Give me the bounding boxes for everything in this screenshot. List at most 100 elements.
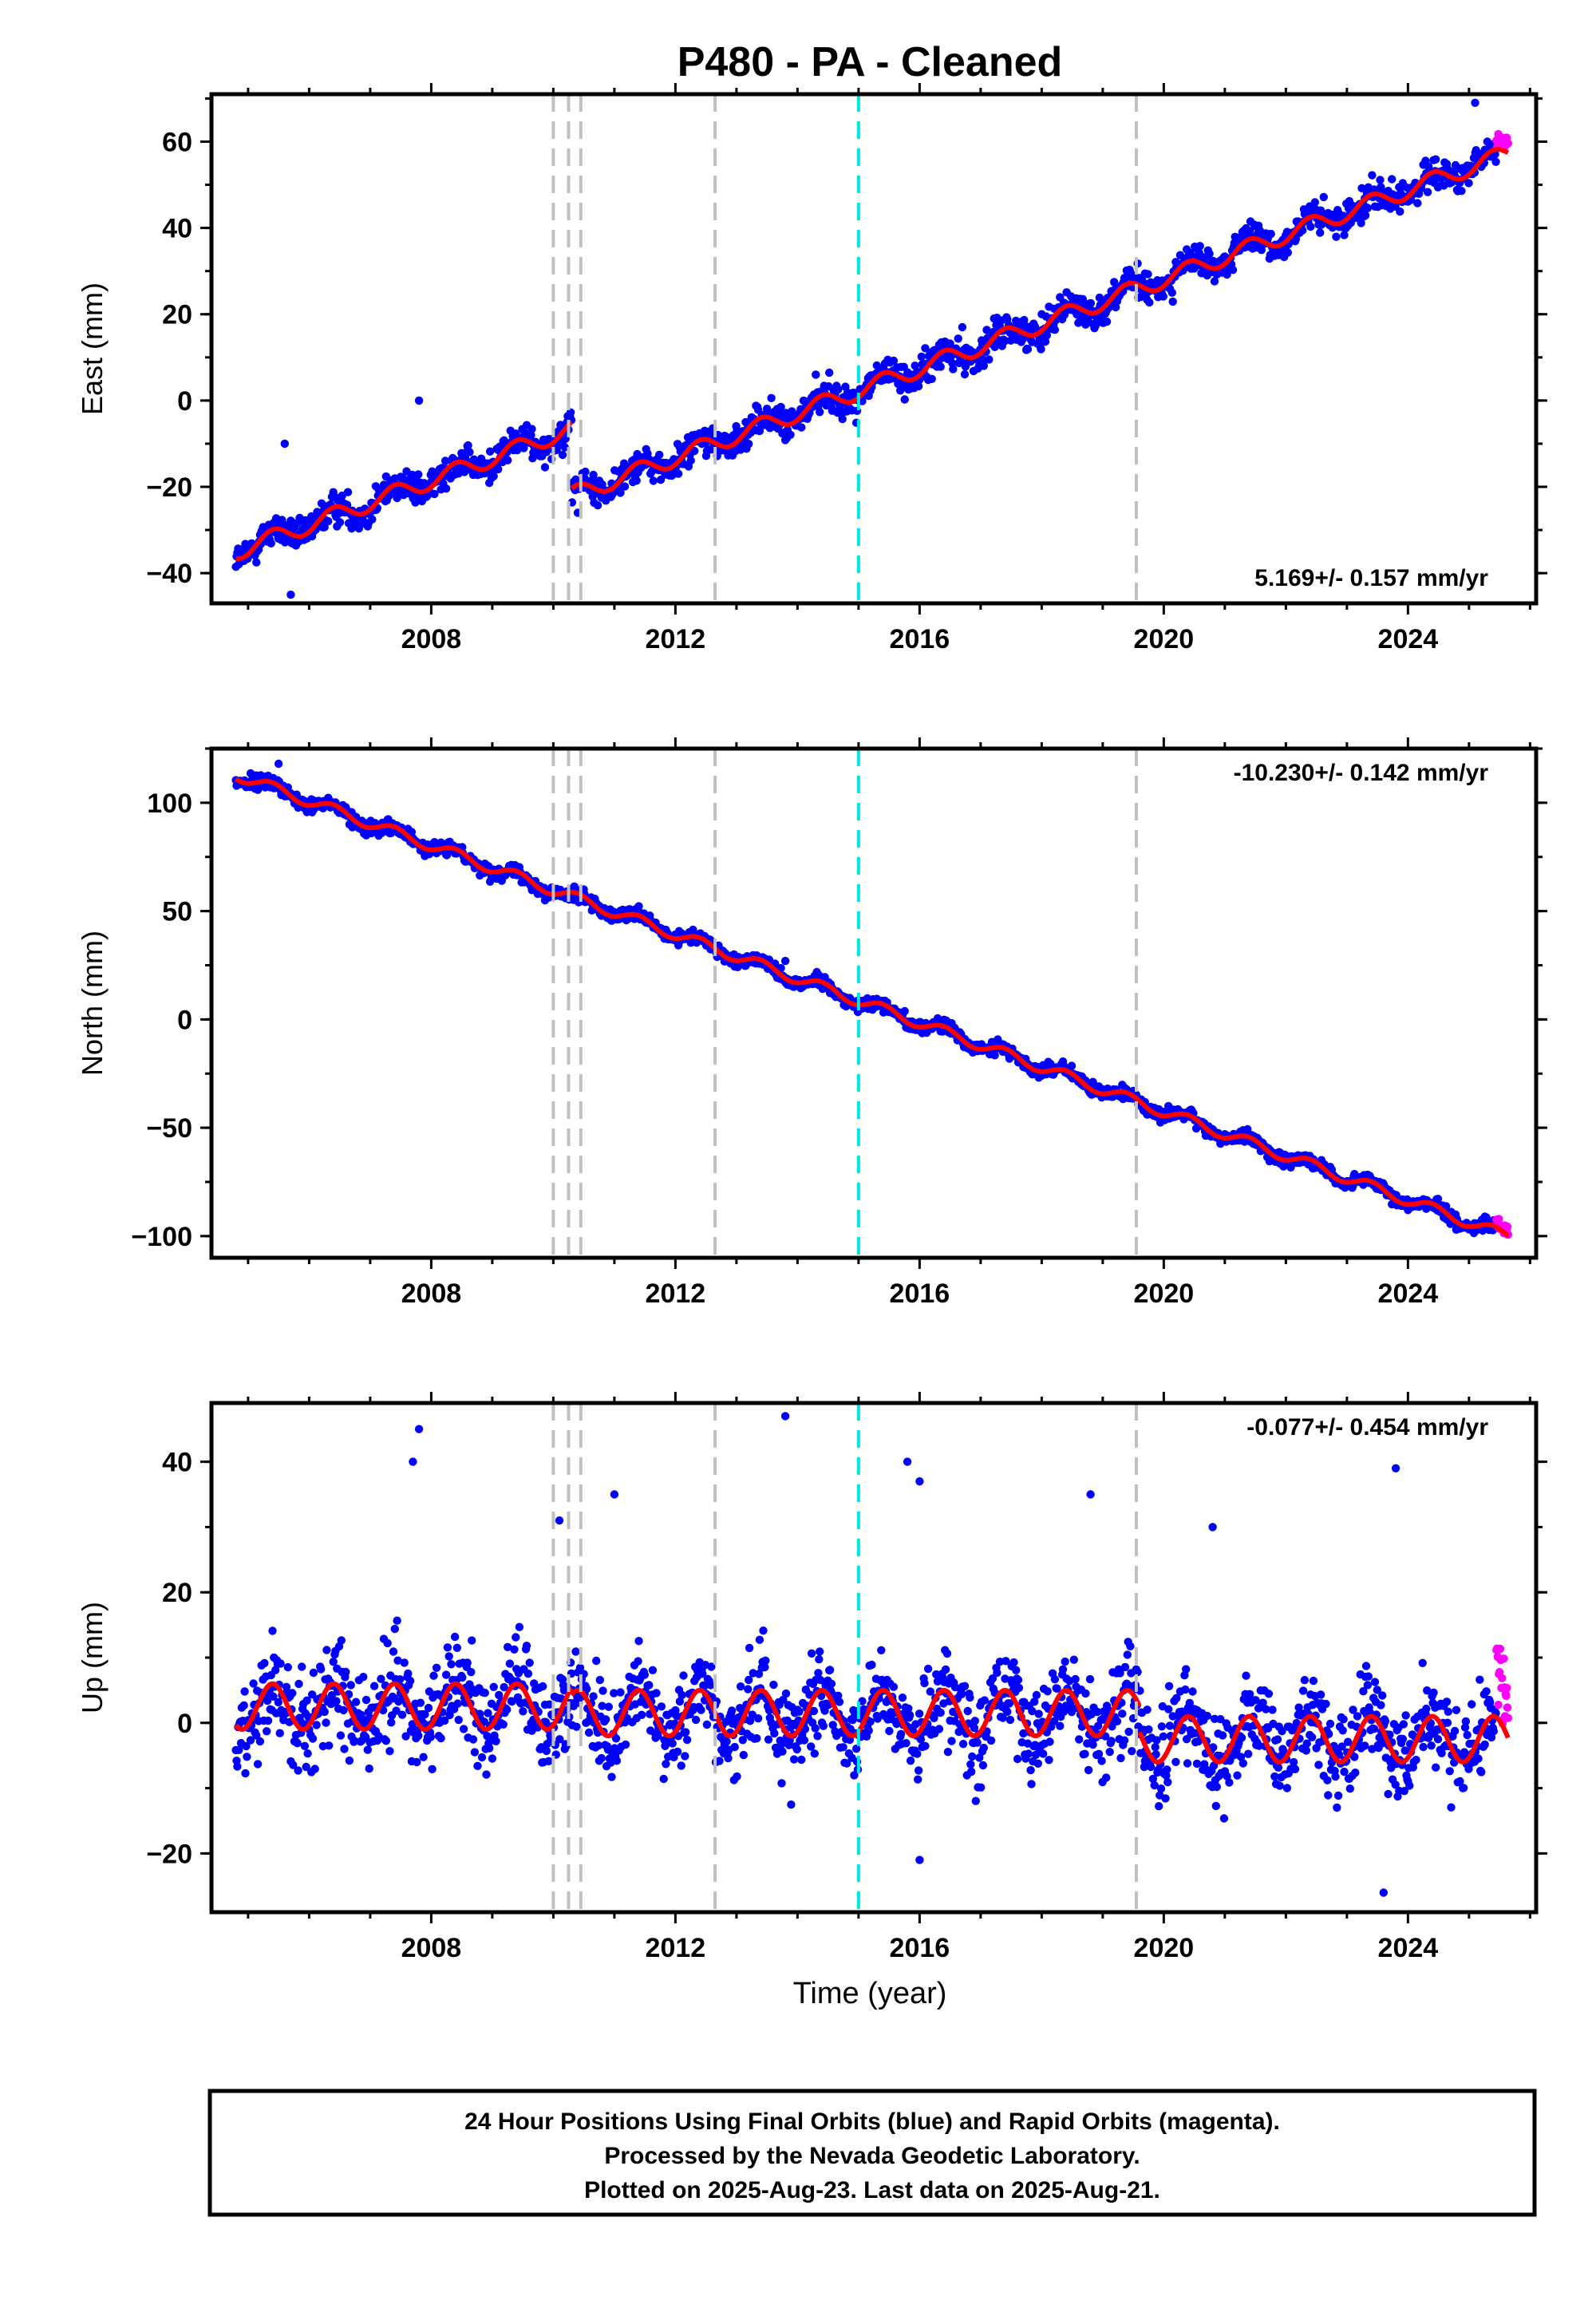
data-point <box>512 445 522 455</box>
data-point <box>745 1643 754 1653</box>
data-point <box>442 851 452 860</box>
data-point <box>405 1677 415 1686</box>
data-point <box>815 1655 824 1664</box>
data-point <box>322 1646 331 1654</box>
data-point <box>480 1689 489 1697</box>
data-point <box>340 1745 349 1753</box>
data-point <box>764 1735 773 1744</box>
data-point <box>484 1709 492 1717</box>
data-point <box>571 1647 580 1656</box>
data-point <box>762 405 772 413</box>
data-point <box>416 1698 425 1707</box>
data-point <box>949 365 958 373</box>
data-point <box>800 1725 810 1733</box>
data-point <box>652 1689 661 1697</box>
data-point <box>1491 157 1500 166</box>
data-point <box>558 450 567 460</box>
data-point <box>233 1762 242 1771</box>
data-point <box>777 1779 786 1788</box>
data-point <box>797 1755 806 1765</box>
data-point <box>441 484 451 493</box>
data-point <box>339 1705 348 1715</box>
data-point <box>249 1679 258 1688</box>
data-point <box>241 1769 250 1778</box>
data-point <box>1357 219 1365 227</box>
data-point <box>675 1697 685 1706</box>
data-point <box>681 1728 690 1737</box>
data-point <box>733 1772 741 1781</box>
data-point <box>807 1742 816 1751</box>
rapid-point <box>1503 139 1513 148</box>
data-point <box>755 1635 764 1644</box>
data-point <box>916 1735 926 1744</box>
x-tick-label: 2024 <box>1378 1279 1439 1309</box>
data-point <box>781 1689 791 1698</box>
data-point <box>686 456 695 465</box>
data-point <box>1432 155 1440 164</box>
data-point <box>967 1767 976 1777</box>
data-point <box>1045 1737 1054 1746</box>
data-point <box>770 1729 779 1738</box>
data-point <box>811 1724 820 1733</box>
data-point <box>1086 298 1096 308</box>
data-point <box>990 1051 999 1060</box>
data-point <box>468 1636 476 1645</box>
data-point <box>450 1632 460 1642</box>
y-tick-label: −50 <box>146 1113 192 1144</box>
data-point <box>1128 1747 1136 1756</box>
data-point <box>1005 1699 1014 1708</box>
data-point <box>1155 1802 1163 1811</box>
data-point <box>616 488 625 497</box>
data-point <box>268 1626 277 1635</box>
data-point <box>825 368 834 377</box>
data-point <box>730 1742 739 1752</box>
data-point <box>239 1701 248 1710</box>
data-point <box>915 1709 924 1718</box>
data-point <box>504 456 512 464</box>
data-point <box>1159 1732 1168 1741</box>
data-point <box>873 1714 882 1723</box>
data-point <box>267 539 275 547</box>
data-point <box>1056 1721 1065 1730</box>
data-point <box>753 1714 763 1723</box>
data-point <box>240 1687 249 1696</box>
data-point <box>286 591 295 599</box>
data-point <box>512 1633 520 1642</box>
data-point <box>941 1665 950 1674</box>
data-point <box>397 1710 407 1719</box>
data-point <box>555 1735 564 1744</box>
data-point <box>787 1800 796 1809</box>
data-point <box>1482 1213 1491 1222</box>
data-point <box>805 1690 814 1699</box>
data-point <box>864 1726 873 1735</box>
data-point <box>902 1739 911 1748</box>
data-point <box>1003 1707 1012 1717</box>
data-point <box>1050 1675 1060 1684</box>
data-point <box>387 1718 396 1727</box>
data-point <box>454 1715 463 1725</box>
data-point <box>1306 222 1315 231</box>
data-point <box>727 1706 737 1715</box>
y-tick-label: 100 <box>147 788 192 819</box>
north-frame <box>209 746 1539 1260</box>
data-point <box>1069 1655 1079 1664</box>
data-point <box>1266 229 1275 239</box>
data-point <box>1163 1777 1172 1787</box>
data-point <box>1030 1697 1039 1706</box>
data-point <box>761 1656 770 1665</box>
data-point <box>437 1733 445 1743</box>
data-point <box>673 1747 682 1757</box>
figure-title: P480 - PA - Cleaned <box>678 39 1063 85</box>
data-point <box>269 1692 278 1701</box>
data-point <box>303 1749 312 1758</box>
data-point <box>978 1761 988 1770</box>
data-point <box>1168 1712 1177 1721</box>
data-point <box>385 1747 394 1756</box>
data-point <box>769 1680 778 1690</box>
data-point <box>468 1735 478 1744</box>
data-point <box>610 1689 618 1697</box>
data-point <box>598 1701 606 1710</box>
data-point <box>447 1660 456 1669</box>
data-point <box>243 1753 251 1761</box>
